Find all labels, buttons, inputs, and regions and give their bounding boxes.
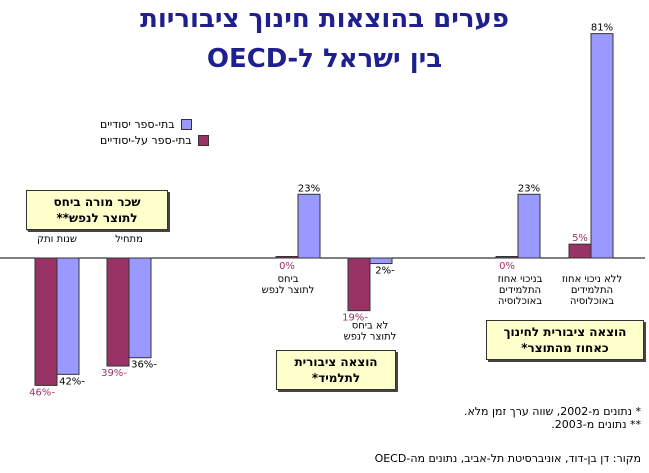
- legend-label-secondary: בתי-ספר על-יסודיים: [100, 134, 192, 147]
- group-title-student-line-1: הוצאה ציבורית: [294, 355, 378, 369]
- legend-label-primary: בתי-ספר יסודיים: [100, 118, 175, 131]
- category-label-5-2: באוכלוסיה: [570, 296, 614, 307]
- legend-swatch-secondary: [197, 135, 209, 146]
- bar-2-0: [297, 193, 321, 259]
- bar-0-0: [128, 257, 152, 359]
- bar-4-0: [517, 193, 541, 259]
- data-label-4-1: 0%: [499, 261, 515, 272]
- data-label-0-0: -36%: [131, 360, 157, 371]
- footnotes: * נתונים מ-2002, שווה ערך זמן מלא. ** נת…: [464, 405, 641, 431]
- category-label-5-1: התלמידים: [571, 285, 613, 296]
- group-title-student-line-2: לתלמיד*: [311, 371, 361, 385]
- bar-1-0: [56, 257, 80, 375]
- data-label-1-0: -42%: [59, 376, 85, 387]
- category-label-1-1: שנות ותק: [37, 234, 77, 245]
- bar-5-0: [590, 33, 614, 259]
- category-label-4-2: באוכלוסיה: [498, 296, 542, 307]
- category-label-2-0: ביחס: [277, 274, 298, 285]
- legend-item-secondary: בתי-ספר על-יסודיים: [100, 134, 209, 147]
- category-label-4-1: התלמידים: [499, 285, 541, 296]
- data-label-3-1: -19%: [342, 313, 368, 324]
- bar-4-1: [495, 256, 519, 259]
- category-label-3-1: לתוצר לנפש: [344, 332, 397, 343]
- data-label-1-1: -46%: [29, 387, 55, 398]
- source-note: מקור: דן בן-דוד, אוניברסיטת תל-אביב, נתו…: [374, 452, 641, 465]
- footnote-1: * נתונים מ-2002, שווה ערך זמן מלא.: [463, 405, 641, 418]
- bar-3-1: [347, 257, 371, 312]
- bar-2-1: [275, 256, 299, 259]
- data-label-3-0: -2%: [375, 266, 395, 277]
- category-label-2-1: לתוצר לנפש: [262, 285, 315, 296]
- category-label-3-0: לא ביחס: [352, 321, 389, 332]
- category-label-4-0: בניכוי אחוז: [498, 274, 543, 285]
- data-label-0-1: -39%: [101, 368, 127, 379]
- data-label-5-1: 5%: [572, 233, 588, 244]
- data-label-2-0: 23%: [298, 183, 320, 194]
- group-box-gdp-share: הוצאה ציבורית לחינוך כאחוז מהתוצר*: [486, 320, 644, 360]
- bar-3-0: [369, 257, 393, 265]
- data-label-4-0: 23%: [518, 183, 540, 194]
- group-title-gdp-line-1: הוצאה ציבורית לחינוך: [503, 325, 627, 339]
- category-label-5-0: ללא ניכוי אחוז: [562, 274, 622, 285]
- bar-0-1: [106, 257, 130, 367]
- chart-title-line-1: פערים בהוצאות חינוך ציבוריות: [140, 4, 509, 34]
- bar-5-1: [568, 243, 592, 259]
- group-box-teacher-salary: שכר מורה ביחס לתוצר לנפש**: [26, 190, 168, 230]
- legend-item-primary: בתי-ספר יסודיים: [100, 118, 192, 131]
- legend-swatch-primary: [180, 119, 192, 130]
- data-label-5-0: 81%: [591, 23, 613, 34]
- group-box-per-student: הוצאה ציבורית לתלמיד*: [276, 350, 396, 390]
- bar-1-1: [34, 257, 58, 386]
- data-label-2-1: 0%: [279, 261, 295, 272]
- category-label-0-1: מתחיל: [115, 234, 143, 245]
- group-title-teacher-line-2: לתוצר לנפש**: [56, 211, 138, 225]
- chart-title-line-2: בין ישראל ל-OECD: [206, 44, 443, 74]
- group-title-gdp-line-2: כאחוז מהתוצר*: [521, 341, 609, 355]
- group-title-teacher-line-1: שכר מורה ביחס: [53, 195, 141, 209]
- footnote-2: ** נתונים מ-2003.: [551, 418, 641, 431]
